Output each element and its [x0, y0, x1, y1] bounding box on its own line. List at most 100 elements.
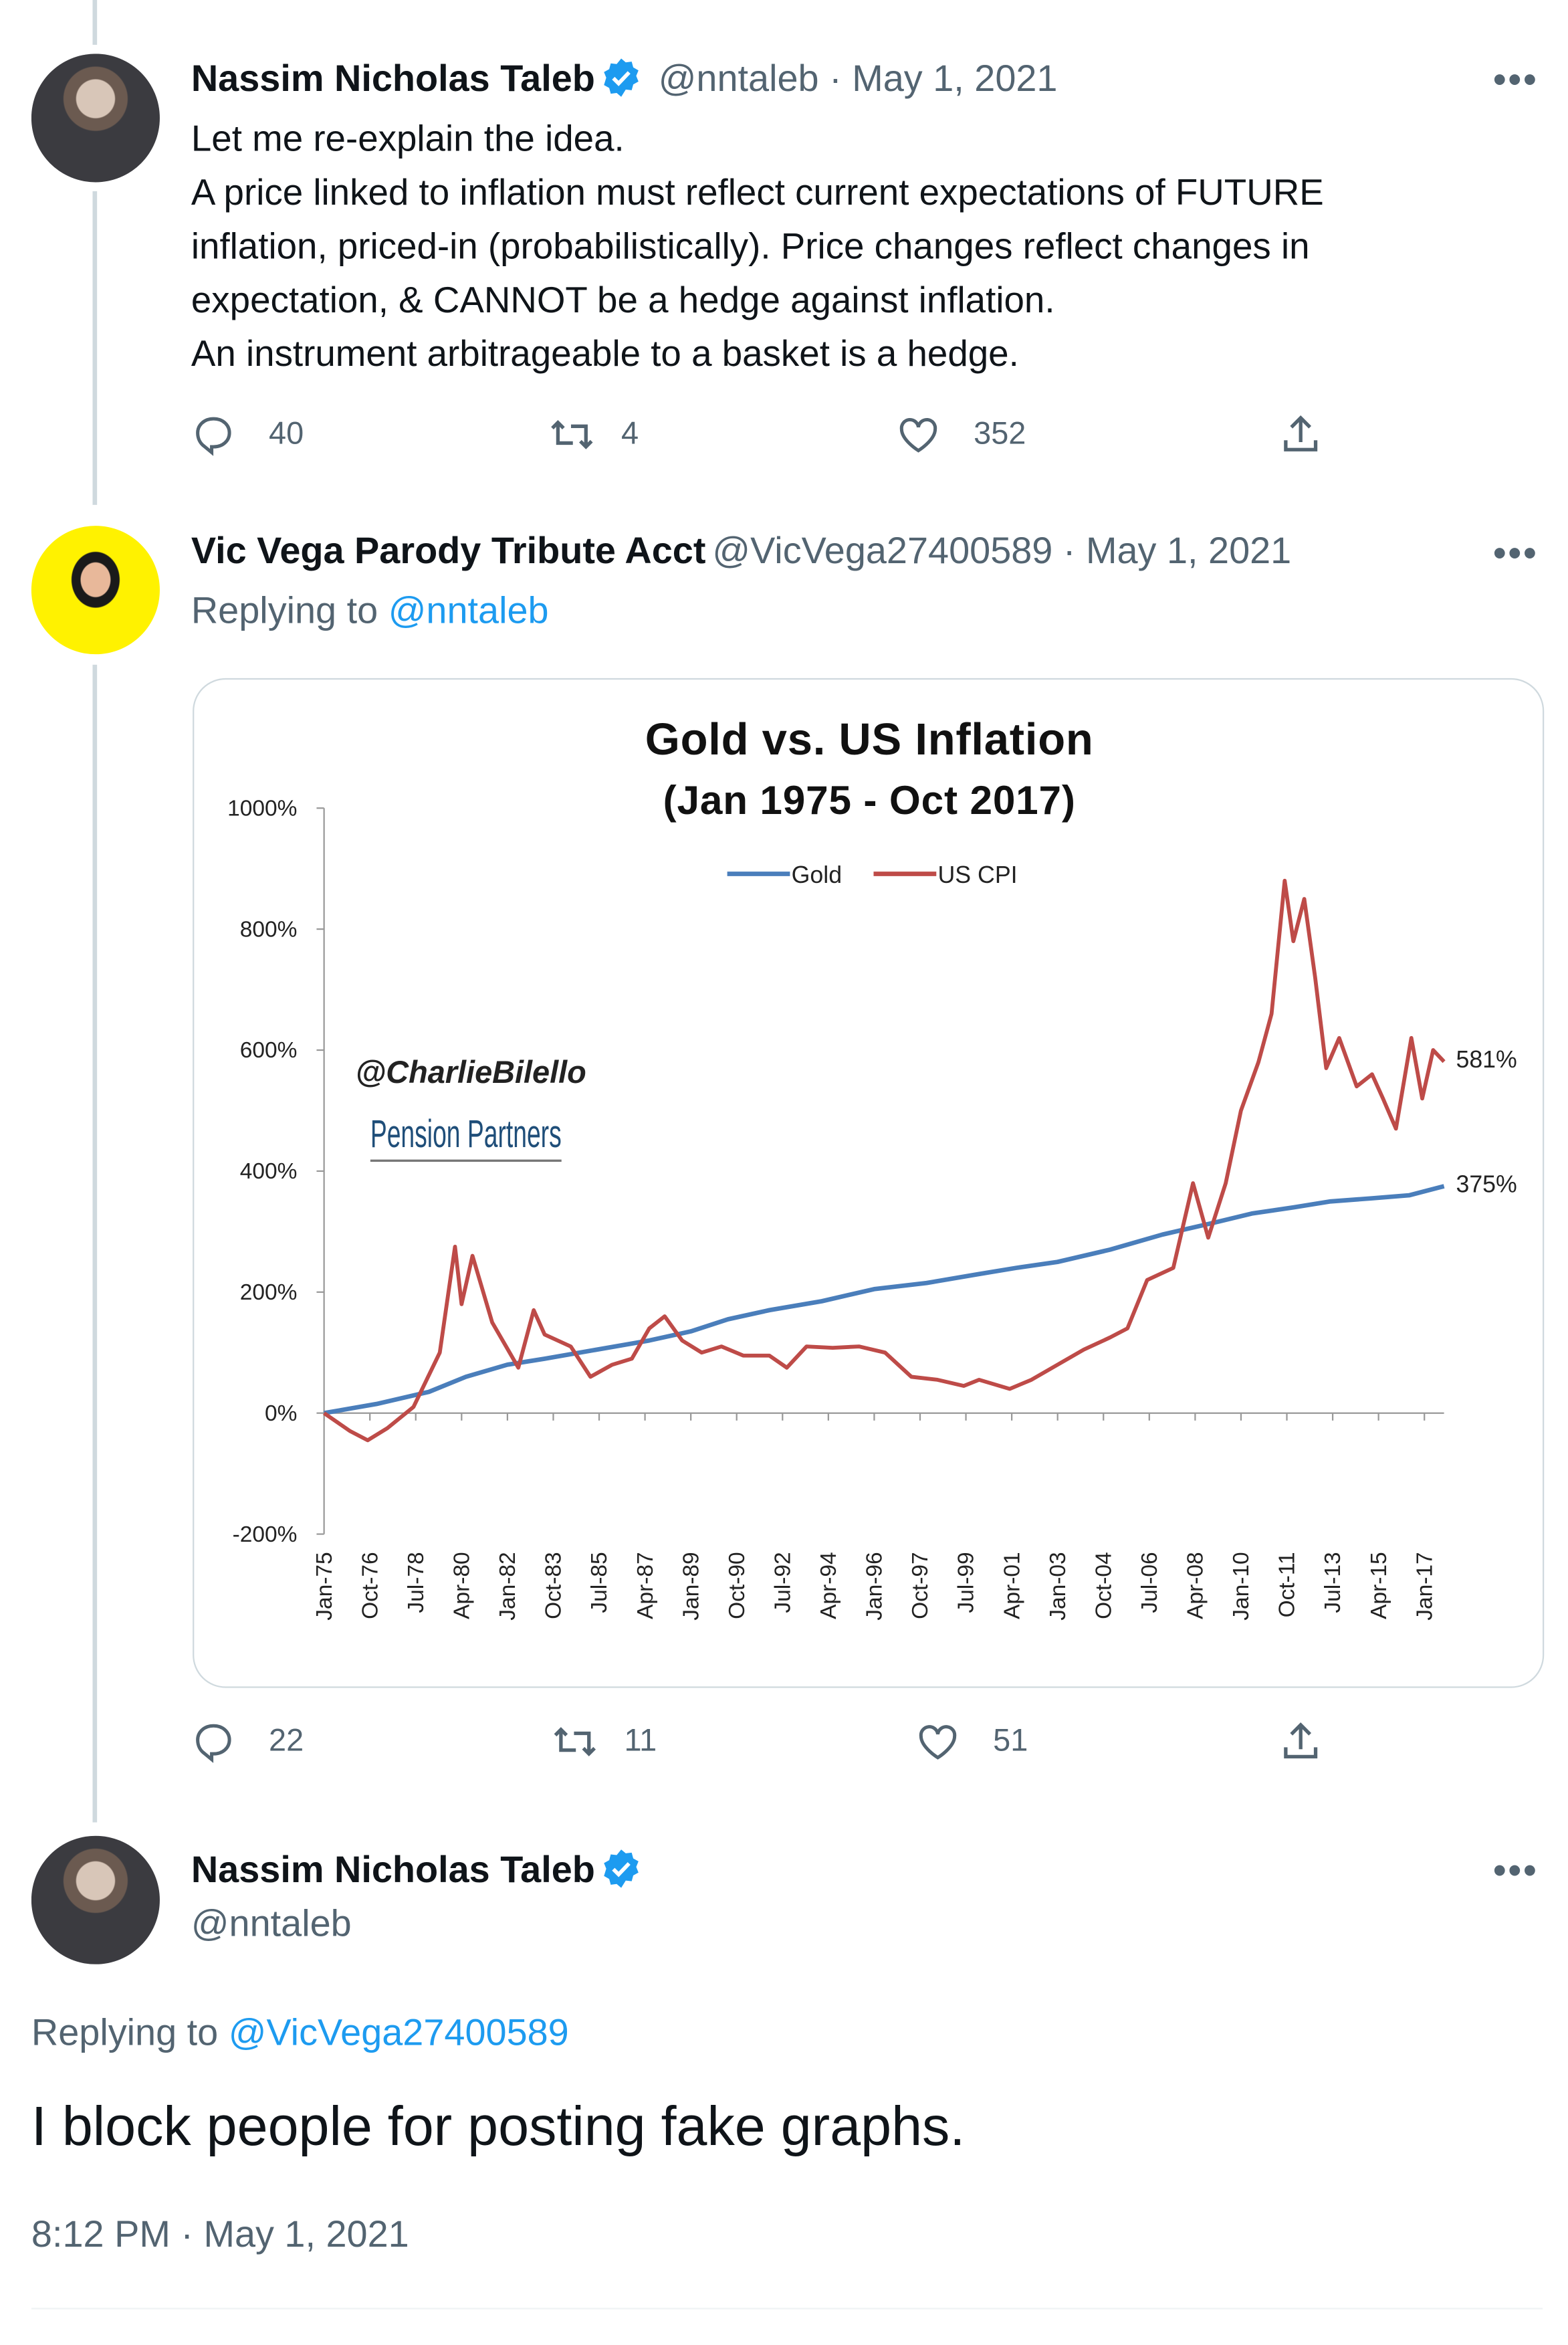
tweet-text: I block people for posting fake graphs.	[31, 2096, 966, 2157]
tweet-text: Let me re-explain the idea. A price link…	[191, 114, 1505, 383]
handle[interactable]: @nntaleb	[191, 1903, 352, 1945]
avatar[interactable]	[31, 54, 160, 183]
x-tick-label: Oct-83	[542, 1552, 566, 1619]
mention-link[interactable]: @VicVega27400589	[228, 2012, 569, 2054]
text-line: Let me re-explain the idea.	[191, 119, 625, 160]
heart-icon	[919, 1725, 957, 1760]
x-tick-label: Jul-85	[587, 1552, 612, 1613]
handle-date[interactable]: @VicVega27400589 · May 1, 2021	[712, 530, 1292, 573]
thread-line	[92, 191, 98, 505]
reply-icon	[196, 1724, 231, 1763]
y-tick-label: 0%	[265, 1401, 297, 1426]
watermark: @CharlieBilello	[356, 1055, 586, 1090]
x-tick-label: Jul-92	[770, 1552, 795, 1613]
x-tick-label: Apr-15	[1367, 1552, 1391, 1619]
replying-to: Replying to @nntaleb	[191, 590, 549, 633]
chart-title: Gold vs. US Inflation	[645, 714, 1093, 764]
text-line: inflation, priced-in (probabilistically)…	[191, 227, 1310, 268]
x-tick-label: Apr-94	[816, 1552, 841, 1619]
text-line: A price linked to inflation must reflect…	[191, 173, 1324, 214]
reply-count: 40	[268, 417, 304, 451]
logo: Pension Partners	[370, 1112, 562, 1156]
share-button[interactable]	[1278, 412, 1323, 457]
share-button[interactable]	[1278, 1720, 1323, 1764]
x-tick-label: Apr-01	[1000, 1552, 1024, 1619]
legend-label: Gold	[792, 861, 842, 888]
x-tick-label: Jul-13	[1321, 1552, 1345, 1613]
chart-image[interactable]: Gold vs. US Inflation (Jan 1975 - Oct 201…	[193, 678, 1545, 1688]
reply-button[interactable]: 40	[191, 412, 304, 457]
retweet-button[interactable]: 4	[550, 412, 639, 457]
x-tick-label: Jul-06	[1137, 1552, 1162, 1613]
reply-button[interactable]: 22	[191, 1720, 304, 1764]
x-tick-label: Jan-82	[495, 1552, 520, 1620]
more-icon[interactable]: •••	[1492, 56, 1539, 102]
x-tick-label: Jan-17	[1412, 1552, 1437, 1620]
divider	[31, 2308, 1543, 2310]
thread-line	[92, 0, 98, 45]
retweet-button[interactable]: 11	[552, 1720, 657, 1764]
reply-count: 22	[268, 1724, 304, 1758]
author-name[interactable]: Nassim Nicholas Taleb	[191, 1849, 595, 1892]
more-icon[interactable]: •••	[1492, 1847, 1539, 1893]
y-tick-label: 800%	[240, 917, 298, 942]
y-tick-label: 400%	[240, 1159, 298, 1184]
avatar[interactable]	[31, 526, 160, 655]
series-line-us-cpi	[322, 878, 1446, 1443]
mention-link[interactable]: @nntaleb	[388, 590, 549, 632]
retweet-icon	[551, 419, 593, 449]
verified-icon	[604, 58, 639, 97]
tweet-actions: 40 4 352	[191, 412, 1356, 472]
tweet-actions: 22 11 51	[191, 1720, 1356, 1779]
chart: Gold vs. US Inflation (Jan 1975 - Oct 201…	[227, 714, 1517, 1621]
x-tick-label: Oct-97	[908, 1552, 933, 1619]
legend-label: US CPI	[938, 861, 1018, 888]
text-line: expectation, & CANNOT be a hedge against…	[191, 280, 1055, 322]
series-line-gold	[324, 1184, 1445, 1416]
x-tick-label: Jan-10	[1229, 1552, 1254, 1620]
replying-to: Replying to @VicVega27400589	[31, 2012, 569, 2055]
like-count: 352	[974, 417, 1026, 451]
x-tick-label: Jan-03	[1046, 1552, 1071, 1620]
x-tick-label: Apr-87	[633, 1552, 658, 1619]
retweet-icon	[554, 1727, 596, 1756]
timestamp[interactable]: 8:12 PM · May 1, 2021	[31, 2213, 409, 2256]
x-tick-label: Oct-04	[1091, 1552, 1116, 1619]
y-tick-label: 1000%	[227, 796, 297, 821]
thread-line	[92, 664, 98, 1823]
end-label: 581%	[1456, 1046, 1517, 1073]
like-button[interactable]: 352	[896, 412, 1026, 457]
retweet-count: 4	[621, 417, 639, 451]
share-icon	[1284, 1722, 1318, 1759]
x-tick-label: Jul-99	[954, 1552, 979, 1613]
x-tick-label: Jan-96	[863, 1552, 887, 1620]
like-button[interactable]: 51	[915, 1720, 1028, 1764]
text-line: An instrument arbitrageable to a basket …	[191, 334, 1019, 375]
x-tick-label: Jan-89	[679, 1552, 703, 1620]
verified-icon	[604, 1849, 639, 1888]
chart-subtitle: (Jan 1975 - Oct 2017)	[663, 777, 1075, 823]
x-tick-label: Jul-78	[404, 1552, 429, 1613]
author-name[interactable]: Nassim Nicholas Taleb	[191, 58, 595, 100]
x-tick-label: Apr-08	[1184, 1552, 1208, 1619]
x-tick-label: Jan-75	[312, 1552, 337, 1620]
like-count: 51	[993, 1724, 1028, 1758]
y-tick-label: 600%	[240, 1038, 298, 1063]
end-label: 375%	[1456, 1170, 1517, 1197]
x-tick-label: Oct-90	[725, 1552, 750, 1619]
share-icon	[1284, 415, 1318, 451]
replying-label: Replying to	[31, 2012, 219, 2054]
handle-date[interactable]: @nntaleb · May 1, 2021	[658, 58, 1058, 100]
reply-icon	[196, 417, 231, 456]
author-name[interactable]: Vic Vega Parody Tribute Acct	[191, 530, 706, 573]
retweet-count: 11	[624, 1724, 657, 1758]
x-tick-label: Apr-80	[449, 1552, 474, 1619]
y-tick-label: -200%	[233, 1522, 298, 1547]
x-tick-label: Oct-76	[358, 1552, 382, 1619]
x-tick-label: Oct-11	[1275, 1552, 1300, 1617]
more-icon[interactable]: •••	[1492, 530, 1539, 575]
heart-icon	[899, 418, 937, 453]
avatar[interactable]	[31, 1835, 160, 1964]
replying-label: Replying to	[191, 590, 378, 632]
